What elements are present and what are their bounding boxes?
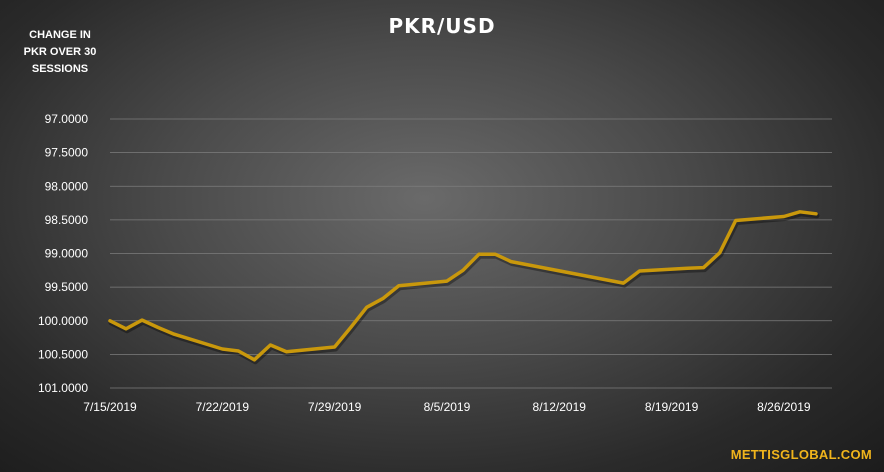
- y-tick-label: 99.5000: [45, 280, 89, 294]
- chart-title: PKR/USD: [388, 14, 496, 38]
- brand-watermark: METTISGLOBAL.COM: [730, 447, 872, 462]
- y-tick-label: 97.5000: [45, 146, 89, 160]
- x-tick-label: 8/19/2019: [645, 400, 699, 414]
- y-tick-label: 97.0000: [45, 112, 89, 126]
- x-tick-label: 8/26/2019: [757, 400, 811, 414]
- series-line-shadow: [108, 211, 820, 365]
- change-note-line-3: SESSIONS: [31, 63, 89, 75]
- x-tick-label: 7/15/2019: [83, 400, 137, 414]
- change-note: CHANGE IN PKR OVER 30 SESSIONS: [14, 27, 106, 78]
- y-tick-label: 98.0000: [45, 179, 89, 193]
- y-tick-label: 100.5000: [38, 347, 88, 361]
- x-tick-label: 8/5/2019: [424, 400, 471, 414]
- x-tick-label: 7/22/2019: [196, 400, 250, 414]
- change-note-line-1: CHANGE IN: [29, 29, 91, 41]
- x-tick-label: 7/29/2019: [308, 400, 362, 414]
- change-note-line-2: PKR OVER 30: [23, 46, 97, 58]
- series-line: [108, 210, 818, 362]
- x-tick-label: 8/12/2019: [533, 400, 587, 414]
- y-tick-label: 101.0000: [38, 381, 88, 395]
- y-tick-label: 99.0000: [45, 247, 89, 261]
- y-tick-label: 100.0000: [38, 314, 88, 328]
- y-tick-label: 98.5000: [45, 213, 89, 227]
